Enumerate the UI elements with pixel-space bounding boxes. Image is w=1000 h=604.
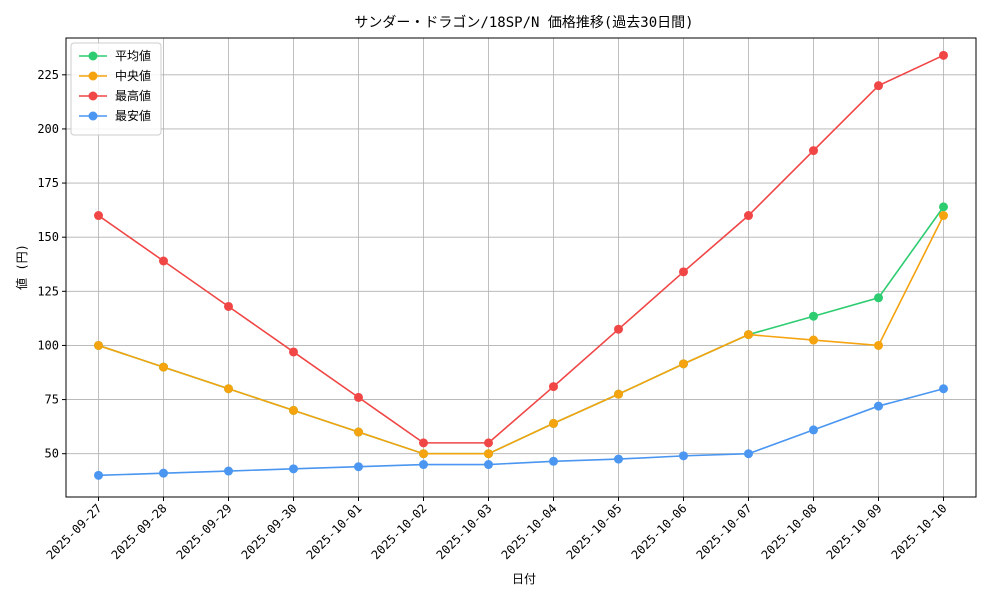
- y-tick-label: 175: [37, 176, 59, 190]
- legend-swatch-marker: [88, 51, 98, 61]
- chart-title: サンダー・ドラゴン/18SP/N 価格推移(過去30日間): [354, 14, 693, 31]
- data-point: [484, 438, 493, 448]
- series-line: [98, 54, 944, 444]
- data-point: [549, 418, 558, 428]
- y-tick-label: 50: [45, 447, 59, 461]
- legend-label: 最安値: [115, 108, 151, 123]
- data-point: [94, 470, 103, 480]
- series-line: [98, 206, 945, 455]
- x-tick-label: 2025-09-30: [239, 501, 300, 562]
- data-point: [549, 382, 558, 392]
- legend-label: 平均値: [115, 48, 151, 63]
- data-point: [744, 211, 753, 221]
- legend-swatch-marker: [88, 71, 98, 81]
- y-tick-label: 200: [37, 122, 59, 136]
- data-point: [354, 462, 363, 472]
- data-point: [809, 335, 818, 345]
- axes: 2025-09-27 2025-09-28 2025-09-29 2025-09-30…: [37, 37, 977, 562]
- data-point: [679, 359, 688, 369]
- x-tick-label: 2025-10-06: [629, 501, 690, 562]
- x-tick-label: 2025-10-01: [304, 501, 365, 562]
- x-tick-label: 2025-10-02: [369, 501, 430, 562]
- y-tick-label: 125: [37, 284, 59, 298]
- data-point: [679, 267, 688, 277]
- data-point: [549, 456, 558, 466]
- data-point: [874, 81, 883, 91]
- legend-label: 最高値: [115, 88, 151, 103]
- data-point: [289, 464, 298, 474]
- data-point: [939, 384, 948, 394]
- x-tick-label: 2025-10-03: [434, 501, 495, 562]
- data-point: [159, 362, 168, 372]
- legend-swatch-marker: [88, 111, 98, 121]
- x-tick-label: 2025-10-07: [694, 501, 755, 562]
- data-point: [354, 427, 363, 437]
- y-tick-label: 225: [37, 68, 59, 82]
- data-point: [224, 301, 233, 311]
- legend-swatch-marker: [88, 91, 98, 101]
- grid: [66, 38, 976, 497]
- data-point: [874, 401, 883, 411]
- series-1: [94, 211, 948, 459]
- series-3: [94, 384, 948, 480]
- x-tick-label: 2025-10-05: [564, 501, 625, 562]
- data-point: [484, 460, 493, 470]
- data-point: [159, 256, 168, 266]
- data-point: [419, 438, 428, 448]
- series-lines: [94, 50, 948, 480]
- data-point: [419, 449, 428, 459]
- data-point: [484, 449, 493, 459]
- data-point: [614, 454, 623, 464]
- x-tick-label: 2025-10-10: [889, 501, 950, 562]
- x-tick-label: 2025-09-29: [174, 501, 235, 562]
- data-point: [354, 392, 363, 402]
- data-point: [679, 451, 688, 461]
- y-tick-label: 150: [37, 230, 59, 244]
- x-axis-title: 日付: [512, 572, 536, 586]
- y-tick-label: 100: [37, 338, 59, 352]
- data-point: [289, 347, 298, 357]
- data-point: [939, 211, 948, 221]
- x-tick-label: 2025-09-28: [109, 501, 170, 562]
- y-axis-title: 値 (円): [14, 244, 29, 290]
- data-point: [939, 50, 948, 60]
- series-0: [94, 202, 948, 459]
- series-2: [94, 50, 948, 448]
- x-tick-label: 2025-09-27: [44, 501, 105, 562]
- data-point: [809, 146, 818, 156]
- data-point: [744, 449, 753, 459]
- y-tick-label: 75: [45, 393, 59, 407]
- data-point: [419, 460, 428, 470]
- x-tick-label: 2025-10-09: [824, 501, 885, 562]
- data-point: [94, 211, 103, 221]
- plot-frame: [65, 37, 977, 498]
- data-point: [224, 466, 233, 476]
- data-point: [744, 330, 753, 340]
- data-point: [159, 468, 168, 478]
- x-tick-label: 2025-10-04: [499, 501, 560, 562]
- data-point: [614, 389, 623, 399]
- series-line: [98, 387, 944, 477]
- data-point: [94, 340, 103, 350]
- data-point: [809, 425, 818, 435]
- data-point: [874, 340, 883, 350]
- data-point: [874, 293, 883, 303]
- data-point: [224, 384, 233, 394]
- x-tick-label: 2025-10-08: [759, 501, 820, 562]
- series-line: [98, 215, 945, 455]
- legend-label: 中央値: [115, 68, 151, 83]
- data-point: [939, 202, 948, 212]
- data-point: [614, 324, 623, 334]
- data-point: [289, 405, 298, 415]
- data-point: [809, 311, 818, 321]
